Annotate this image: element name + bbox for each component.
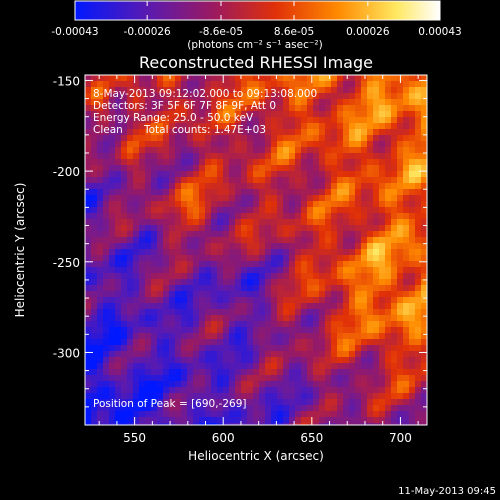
y-tick-label: -150: [53, 74, 80, 88]
y-tick-label: -250: [53, 256, 80, 270]
plot-frame: [84, 74, 428, 426]
x-tick-label: 650: [300, 431, 323, 445]
y-tick-label: -300: [53, 346, 80, 360]
annotation-time-range: 8-May-2013 09:12:02.000 to 09:13:08.000: [93, 88, 318, 100]
annotation-energy-range: Energy Range: 25.0 - 50.0 keV: [93, 112, 254, 124]
x-tick-label: 600: [212, 431, 235, 445]
chart-title: Reconstructed RHESSI Image: [139, 53, 373, 72]
colorbar-tick-label: -0.00043: [51, 26, 98, 38]
colorbar-tick-label: 8.6e-05: [274, 26, 314, 38]
y-tick-label: -200: [53, 165, 80, 179]
colorbar-tick-label: 0.00043: [418, 26, 461, 38]
heatmap-image: [85, 75, 427, 425]
x-tick-label: 700: [389, 431, 412, 445]
annotation-method: Clean: [93, 124, 123, 136]
x-axis-label: Heliocentric X (arcsec): [188, 449, 324, 463]
colorbar-unit-label: (photons cm⁻² s⁻¹ asec⁻²): [187, 39, 322, 51]
colorbar-tick-label: -8.6e-05: [199, 26, 243, 38]
annotation-peak-position: Position of Peak = [690,-269]: [93, 398, 247, 410]
colorbar-tick-label: -0.00026: [124, 26, 172, 38]
colorbar-tick-label: 0.00026: [346, 26, 390, 38]
annotation-detectors: Detectors: 3F 5F 6F 7F 8F 9F, Att 0: [93, 100, 277, 112]
annotation-total-counts: Total counts: 1.47E+03: [144, 124, 267, 136]
x-tick-label: 550: [123, 431, 146, 445]
y-axis-label: Heliocentric Y (arcsec): [13, 183, 27, 318]
axis-ticks: 550 600 650 700 -150 -200 -250 -300: [53, 74, 427, 445]
colorbar: [74, 0, 441, 21]
colorbar-ticks: -0.00043 -0.00026 -8.6e-05 8.6e-05 0.00026 0.…: [51, 1, 462, 38]
timestamp: 11-May-2013 09:45: [398, 486, 496, 497]
